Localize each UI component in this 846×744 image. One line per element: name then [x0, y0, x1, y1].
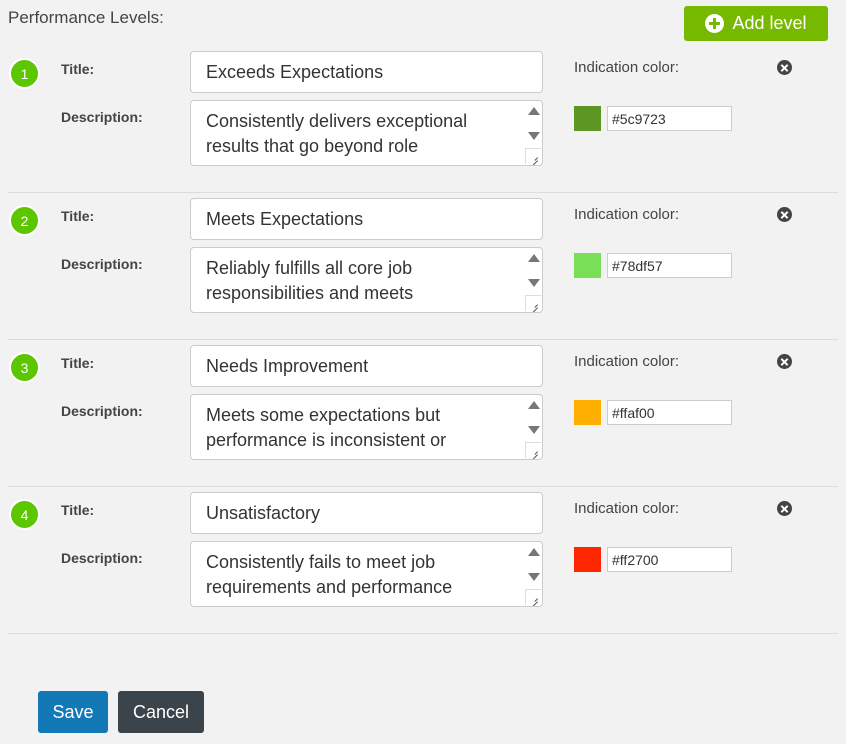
performance-level-4: 4 Title: Description: Consistently fails… [0, 487, 838, 634]
title-label: Title: [61, 355, 95, 371]
save-button[interactable]: Save [38, 691, 108, 733]
scroll-up-arrow-icon[interactable] [528, 254, 540, 262]
scroll-down-arrow-icon[interactable] [528, 279, 540, 287]
description-label: Description: [61, 550, 143, 566]
scroll-down-arrow-icon[interactable] [528, 426, 540, 434]
level-number-badge: 4 [9, 499, 40, 530]
level-divider [8, 339, 838, 340]
indication-color-label: Indication color: [574, 500, 680, 517]
level-description-textarea[interactable]: Consistently delivers exceptional result… [190, 100, 543, 166]
add-level-label: Add level [732, 13, 807, 33]
textarea-scrollbar[interactable] [524, 542, 542, 606]
color-hex-input[interactable] [607, 253, 732, 278]
level-number-badge: 2 [9, 205, 40, 236]
remove-level-icon[interactable] [777, 501, 792, 516]
level-description-textarea[interactable]: Reliably fulfills all core job responsib… [190, 247, 543, 313]
description-label: Description: [61, 109, 143, 125]
color-swatch[interactable] [574, 253, 601, 278]
textarea-scrollbar[interactable] [524, 395, 542, 459]
indication-color-label: Indication color: [574, 59, 680, 76]
description-text: Consistently delivers exceptional result… [206, 111, 468, 156]
level-divider [8, 486, 838, 487]
remove-level-icon[interactable] [777, 60, 792, 75]
cancel-button[interactable]: Cancel [118, 691, 204, 733]
scroll-up-arrow-icon[interactable] [528, 548, 540, 556]
color-hex-input[interactable] [607, 400, 732, 425]
scroll-down-arrow-icon[interactable] [528, 132, 540, 140]
description-label: Description: [61, 403, 143, 419]
scroll-up-arrow-icon[interactable] [528, 107, 540, 115]
description-text: Reliably fulfills all core job responsib… [206, 258, 414, 303]
performance-level-1: 1 Title: Description: Consistently deliv… [0, 46, 838, 193]
page-title: Performance Levels: [8, 8, 164, 27]
color-hex-input[interactable] [607, 106, 732, 131]
color-swatch[interactable] [574, 400, 601, 425]
resize-handle-icon[interactable] [525, 148, 541, 164]
level-divider [8, 192, 838, 193]
level-divider [8, 633, 838, 634]
indication-color-label: Indication color: [574, 353, 680, 370]
level-description-textarea[interactable]: Meets some expectations but performance … [190, 394, 543, 460]
textarea-scrollbar[interactable] [524, 248, 542, 312]
description-text: Consistently fails to meet job requireme… [206, 552, 453, 597]
level-title-input[interactable] [190, 198, 543, 240]
level-title-input[interactable] [190, 492, 543, 534]
scroll-up-arrow-icon[interactable] [528, 401, 540, 409]
indication-color-label: Indication color: [574, 206, 680, 223]
level-title-input[interactable] [190, 51, 543, 93]
level-number-badge: 1 [9, 58, 40, 89]
resize-handle-icon[interactable] [525, 589, 541, 605]
scroll-down-arrow-icon[interactable] [528, 573, 540, 581]
description-label: Description: [61, 256, 143, 272]
description-text: Meets some expectations but performance … [206, 405, 447, 450]
resize-handle-icon[interactable] [525, 295, 541, 311]
title-label: Title: [61, 208, 95, 224]
performance-level-2: 2 Title: Description: Reliably fulfills … [0, 193, 838, 340]
add-level-button[interactable]: Add level [684, 6, 828, 41]
performance-level-3: 3 Title: Description: Meets some expecta… [0, 340, 838, 487]
color-swatch[interactable] [574, 106, 601, 131]
color-hex-input[interactable] [607, 547, 732, 572]
plus-circle-icon [705, 14, 725, 33]
title-label: Title: [61, 61, 95, 77]
level-number-badge: 3 [9, 352, 40, 383]
resize-handle-icon[interactable] [525, 442, 541, 458]
remove-level-icon[interactable] [777, 207, 792, 222]
level-description-textarea[interactable]: Consistently fails to meet job requireme… [190, 541, 543, 607]
title-label: Title: [61, 502, 95, 518]
remove-level-icon[interactable] [777, 354, 792, 369]
level-title-input[interactable] [190, 345, 543, 387]
textarea-scrollbar[interactable] [524, 101, 542, 165]
color-swatch[interactable] [574, 547, 601, 572]
